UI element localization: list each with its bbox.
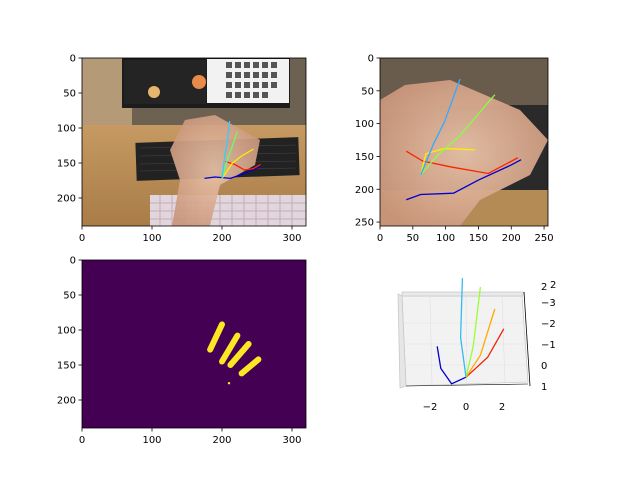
3d-z-tick-label: 2 [550,280,556,291]
3d-series-line [459,278,467,378]
3d-axes-box [397,291,531,389]
y-tick-label: 150 [57,159,76,170]
3d-x-tick-label: 0 [463,402,469,413]
skeleton-pinky [221,120,231,179]
3d-hand-lines [436,278,505,385]
skeleton-middle [420,147,476,175]
axis-ticks-bottom-left: 0 100 200 300 0 50 100 150 200 [57,256,302,447]
skeleton-thumb [204,165,261,180]
3d-series-line [465,308,496,378]
y-tick-label: 100 [355,119,374,130]
x-tick-label: 50 [406,233,419,244]
mask-finger-stroke [227,341,252,368]
3d-y-tick-label: −3 [541,298,556,309]
mask-finger-stroke [238,356,262,377]
x-tick-label: 300 [282,435,301,446]
3d-series-line [436,346,467,385]
y-tick-label: 150 [355,152,374,163]
y-tick-label: 0 [368,54,374,65]
3d-y-tick-label: −1 [541,340,556,351]
axis-ticks-top-left: 0 100 200 300 0 50 100 150 200 [57,54,302,245]
hand-skeleton-top-left [204,120,261,180]
skeleton-ring [221,131,239,179]
x-tick-label: 0 [79,435,85,446]
3d-y-tick-label: 1 [541,382,547,393]
x-tick-label: 0 [79,233,85,244]
hand-skeleton-top-right [405,78,522,201]
x-tick-label: 200 [212,435,231,446]
skeleton-ring [420,94,496,176]
3d-x-tick-label: −2 [423,402,438,413]
y-tick-label: 50 [63,89,76,100]
3d-y-tick-label: 0 [541,361,547,372]
y-tick-label: 50 [63,291,76,302]
y-tick-label: 0 [70,256,76,267]
x-tick-label: 200 [502,233,521,244]
photo-top-right [380,58,548,226]
x-tick-label: 100 [142,233,161,244]
y-tick-label: 100 [57,124,76,135]
mask-dot [227,382,231,385]
x-tick-label: 100 [142,435,161,446]
3d-y-tick-label: 2 [541,282,547,293]
skeleton-middle [221,148,254,179]
3d-y-tick-label: −2 [541,319,556,330]
y-tick-label: 200 [57,194,76,205]
skeleton-pinky [420,78,461,176]
skeleton-index [405,150,519,175]
photo-top-left [82,58,306,226]
3d-series-line [465,286,482,378]
y-tick-label: 200 [57,396,76,407]
x-tick-label: 300 [282,233,301,244]
y-tick-label: 50 [361,86,374,97]
x-tick-label: 150 [469,233,488,244]
x-tick-label: 0 [377,233,383,244]
panel-bottom-left: 0 100 200 300 0 50 100 150 200 [57,256,307,447]
skeleton-thumb [406,159,522,201]
x-tick-label: 100 [436,233,455,244]
y-tick-label: 200 [355,185,374,196]
y-tick-label: 150 [57,361,76,372]
y-tick-label: 250 [355,218,374,229]
mask-foreground [207,321,262,385]
x-tick-label: 250 [535,233,554,244]
mask-finger-stroke [207,321,225,353]
y-tick-label: 100 [57,326,76,337]
y-tick-label: 0 [70,54,76,65]
3d-series-line [465,328,505,378]
3d-x-tick-label: 2 [499,402,505,413]
panel-top-left: 0 100 200 300 0 50 100 150 200 [57,54,307,245]
x-tick-label: 200 [212,233,231,244]
mask-background [82,260,306,428]
mask-finger-stroke [219,332,241,365]
